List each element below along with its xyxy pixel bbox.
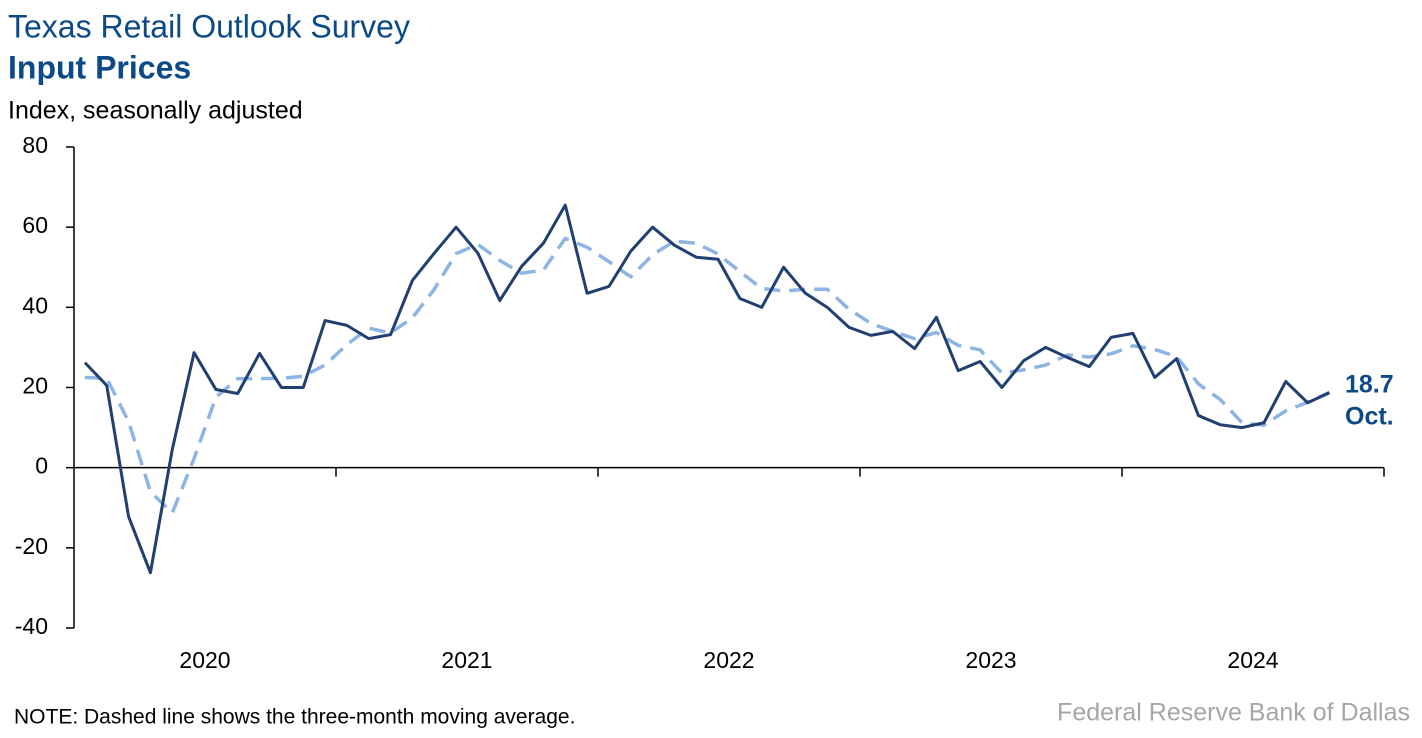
y-tick-label: 20 <box>22 373 48 399</box>
source: Federal Reserve Bank of Dallas <box>1057 699 1410 727</box>
end-date-label: Oct. <box>1345 403 1394 431</box>
y-tick-label: -40 <box>15 613 48 639</box>
x-tick-label: 2020 <box>179 647 230 673</box>
y-tick-label: 80 <box>22 132 48 158</box>
y-tick-label: 40 <box>22 292 48 318</box>
y-axis-label: Index, seasonally adjusted <box>8 97 303 125</box>
chart-title: Texas Retail Outlook Survey <box>8 8 410 44</box>
x-tick-label: 2021 <box>441 647 492 673</box>
end-value-label: 18.7 <box>1345 371 1394 399</box>
y-tick-label: 0 <box>35 453 48 479</box>
note: NOTE: Dashed line shows the three-month … <box>14 706 575 729</box>
x-tick-label: 2024 <box>1227 647 1278 673</box>
y-tick-label: 60 <box>22 212 48 238</box>
moving-average-line <box>84 236 1331 515</box>
data-line <box>83 203 1331 575</box>
y-tick-label: -20 <box>15 533 48 559</box>
x-tick-label: 2023 <box>965 647 1016 673</box>
chart-subtitle: Input Prices <box>8 49 191 85</box>
x-tick-label: 2022 <box>703 647 754 673</box>
